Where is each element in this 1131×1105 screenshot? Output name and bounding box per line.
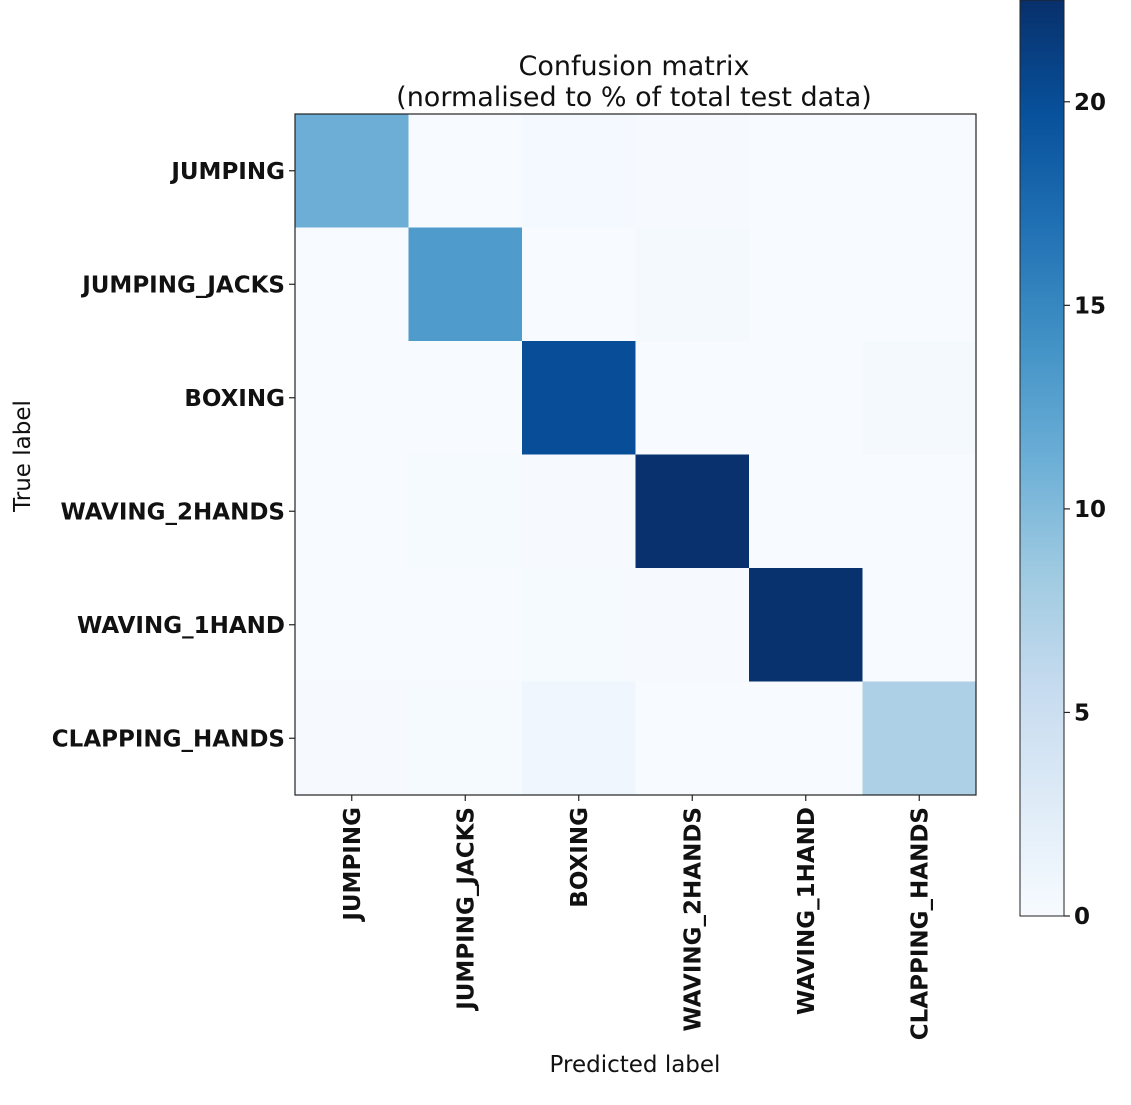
- heatmap-cell: [749, 681, 863, 796]
- heatmap-cell: [408, 114, 523, 228]
- x-tick-label: WAVING_2HANDS: [680, 807, 706, 1032]
- heatmap-cell: [862, 568, 977, 682]
- heatmap-cell: [862, 341, 977, 455]
- heatmap-cell: [522, 227, 636, 342]
- heatmap-cell: [408, 454, 523, 569]
- chart-title-line1: Confusion matrix: [519, 51, 750, 82]
- heatmap-cell: [295, 454, 409, 569]
- heatmap-cell: [522, 454, 636, 569]
- heatmap-cells: [295, 114, 977, 796]
- heatmap-cell: [295, 114, 409, 228]
- heatmap-cell: [749, 114, 863, 228]
- colorbar-tick-label: 5: [1074, 700, 1090, 726]
- x-tick-label: BOXING: [567, 807, 593, 908]
- colorbar-tick-label: 15: [1074, 293, 1106, 319]
- heatmap-cell: [522, 114, 636, 228]
- heatmap-cell: [522, 681, 636, 796]
- y-tick-label: WAVING_1HAND: [77, 613, 285, 639]
- heatmap-cell: [862, 227, 977, 342]
- heatmap-cell: [749, 454, 863, 569]
- heatmap-cell: [862, 454, 977, 569]
- heatmap-cell: [522, 568, 636, 682]
- heatmap-cell: [635, 341, 750, 455]
- heatmap-cell: [522, 341, 636, 455]
- y-axis-label: True label: [10, 400, 36, 513]
- heatmap-cell: [862, 114, 977, 228]
- heatmap-cell: [295, 227, 409, 342]
- chart-title-line2: (normalised to % of total test data): [396, 82, 872, 113]
- heatmap-cell: [295, 681, 409, 796]
- heatmap-cell: [635, 568, 750, 682]
- heatmap-cell: [635, 227, 750, 342]
- colorbar-tick-label: 10: [1074, 497, 1106, 523]
- x-tick-label: JUMPING_JACKS: [453, 807, 479, 1012]
- y-tick-label: CLAPPING_HANDS: [52, 726, 285, 752]
- colorbar: [1019, 0, 1065, 917]
- y-tick-label: WAVING_2HANDS: [60, 499, 285, 525]
- y-tick-label: JUMPING_JACKS: [80, 272, 285, 298]
- y-tick-label: JUMPING: [169, 159, 285, 185]
- heatmap-cell: [862, 681, 977, 796]
- x-axis-ticks: JUMPING JUMPING_JACKS BOXING WAVING_2HANDS W…: [340, 795, 933, 1040]
- heatmap-cell: [295, 568, 409, 682]
- heatmap-cell: [635, 681, 750, 796]
- x-axis-label: Predicted label: [550, 1052, 721, 1078]
- colorbar-ticks: 0 5 10 15 20: [1064, 90, 1106, 930]
- x-tick-label: WAVING_1HAND: [794, 807, 820, 1015]
- colorbar-tick-label: 0: [1074, 904, 1090, 930]
- y-tick-label: BOXING: [184, 386, 285, 412]
- heatmap-cell: [749, 227, 863, 342]
- heatmap-cell: [408, 681, 523, 796]
- heatmap-cell: [749, 568, 863, 682]
- y-axis-ticks: JUMPING JUMPING_JACKS BOXING WAVING_2HANDS W…: [52, 159, 295, 752]
- heatmap-cell: [408, 568, 523, 682]
- colorbar-tick-label: 20: [1074, 90, 1106, 116]
- heatmap-cell: [749, 341, 863, 455]
- heatmap-cell: [408, 227, 523, 342]
- heatmap-cell: [408, 341, 523, 455]
- heatmap-cell: [635, 454, 750, 569]
- x-tick-label: CLAPPING_HANDS: [907, 807, 933, 1040]
- heatmap-cell: [635, 114, 750, 228]
- heatmap-cell: [295, 341, 409, 455]
- x-tick-label: JUMPING: [340, 807, 366, 923]
- plot-frame: [294, 113, 977, 796]
